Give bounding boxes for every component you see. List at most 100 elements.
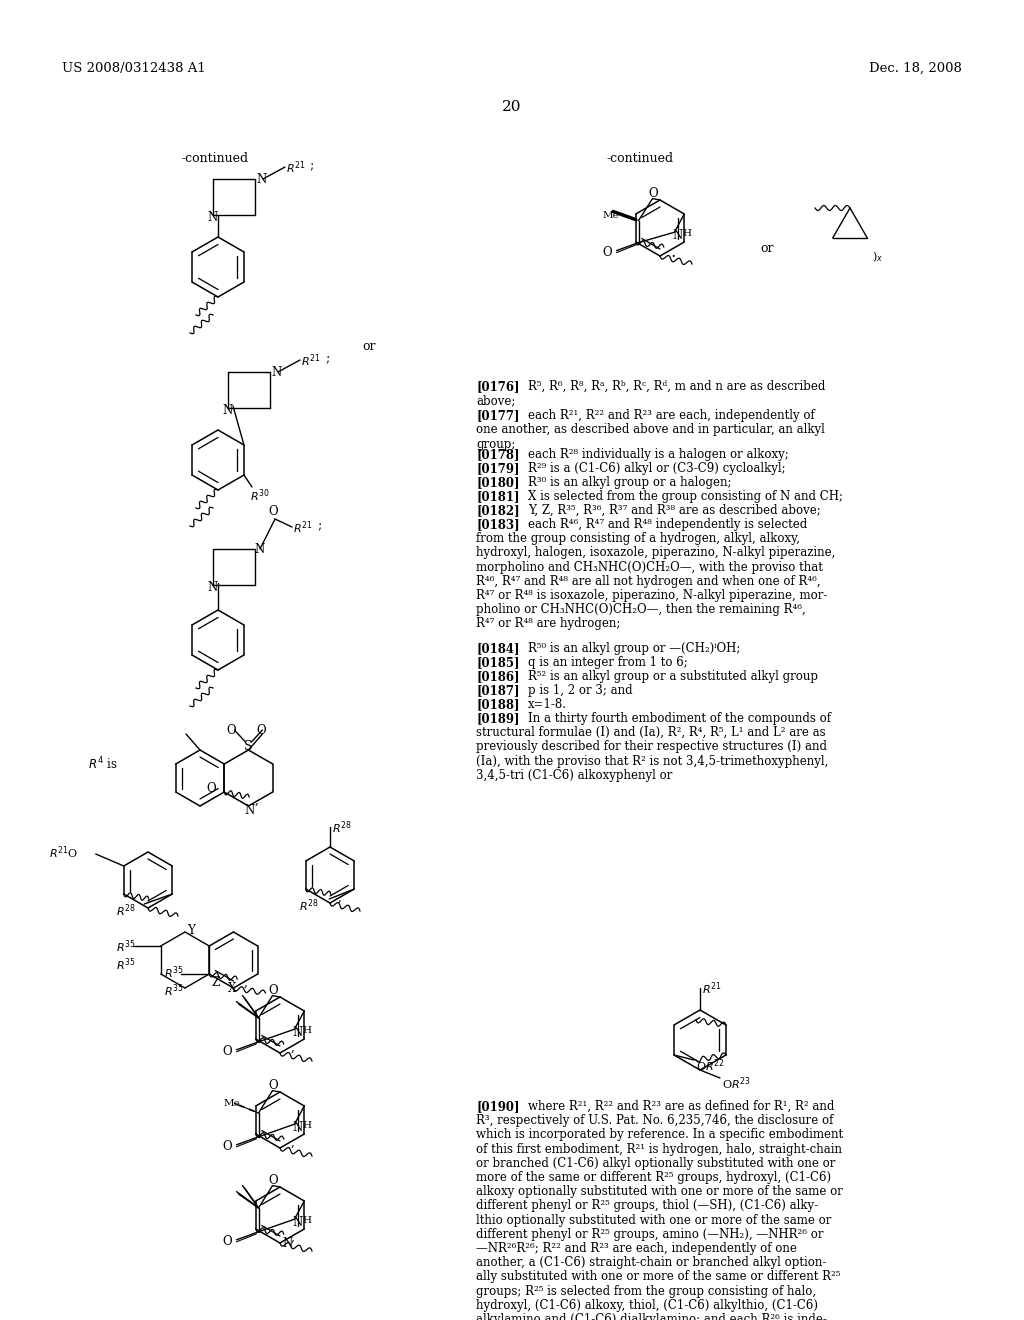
Text: different phenyl or R²⁵ groups, amino (—NH₂), —NHR²⁶ or: different phenyl or R²⁵ groups, amino (—… (476, 1228, 823, 1241)
Text: ,: , (291, 1137, 295, 1148)
Text: Y: Y (187, 924, 195, 937)
Text: O$R^{22}$: O$R^{22}$ (696, 1057, 725, 1073)
Text: .: . (671, 244, 676, 261)
Text: ,: , (243, 975, 247, 989)
Text: H: H (302, 1216, 311, 1225)
Text: O: O (207, 781, 216, 795)
Text: 20: 20 (502, 100, 522, 114)
Text: alkylamino and (C1-C6) dialkylamino; and each R²⁶ is inde-: alkylamino and (C1-C6) dialkylamino; and… (476, 1313, 826, 1320)
Text: O: O (256, 723, 266, 737)
Text: -continued: -continued (606, 152, 674, 165)
Text: x=1-8.: x=1-8. (528, 698, 567, 711)
Text: R⁴⁷ or R⁴⁸ are hydrogen;: R⁴⁷ or R⁴⁸ are hydrogen; (476, 618, 621, 631)
Text: N: N (293, 1026, 303, 1039)
Text: 3,4,5-tri (C1-C6) alkoxyphenyl or: 3,4,5-tri (C1-C6) alkoxyphenyl or (476, 768, 673, 781)
Text: ally substituted with one or more of the same or different R²⁵: ally substituted with one or more of the… (476, 1270, 841, 1283)
Text: [0188]: [0188] (476, 698, 519, 711)
Text: $R^{21}$: $R^{21}$ (702, 979, 722, 997)
Text: morpholino and CH₃NHC(O)CH₂O—, with the proviso that: morpholino and CH₃NHC(O)CH₂O—, with the … (476, 561, 823, 574)
Text: Me: Me (223, 1100, 241, 1107)
Text: hydroxyl, halogen, isoxazole, piperazino, N-alkyl piperazine,: hydroxyl, halogen, isoxazole, piperazino… (476, 546, 836, 560)
Text: group;: group; (476, 438, 515, 450)
Text: each R²⁸ individually is a halogen or alkoxy;: each R²⁸ individually is a halogen or al… (528, 447, 788, 461)
Text: N: N (293, 1216, 303, 1229)
Text: ;: ; (318, 519, 323, 532)
Text: R³, respectively of U.S. Pat. No. 6,235,746, the disclosure of: R³, respectively of U.S. Pat. No. 6,235,… (476, 1114, 834, 1127)
Text: one another, as described above and in particular, an alkyl: one another, as described above and in p… (476, 424, 825, 437)
Text: each R²¹, R²² and R²³ are each, independently of: each R²¹, R²² and R²³ are each, independ… (528, 409, 815, 422)
Text: O: O (268, 1078, 279, 1092)
Text: $R^{35}$: $R^{35}$ (164, 982, 184, 999)
Text: above;: above; (476, 395, 515, 407)
Text: N: N (254, 543, 264, 556)
Text: [0187]: [0187] (476, 684, 519, 697)
Text: Me: Me (602, 211, 620, 219)
Text: X: X (227, 982, 236, 995)
Text: Z: Z (211, 975, 219, 989)
Text: another, a (C1-C6) straight-chain or branched alkyl option-: another, a (C1-C6) straight-chain or bra… (476, 1257, 826, 1270)
Text: $)_x$: $)_x$ (872, 249, 883, 264)
Text: of this first embodiment, R²¹ is hydrogen, halo, straight-chain: of this first embodiment, R²¹ is hydroge… (476, 1143, 842, 1155)
Text: $R^{28}$: $R^{28}$ (299, 898, 319, 913)
Text: Dec. 18, 2008: Dec. 18, 2008 (869, 62, 962, 75)
Text: O: O (268, 983, 279, 997)
Text: [0176]: [0176] (476, 380, 519, 393)
Text: O: O (222, 1045, 232, 1057)
Text: (Ia), with the proviso that R² is not 3,4,5-trimethoxyphenyl,: (Ia), with the proviso that R² is not 3,… (476, 755, 828, 768)
Text: or: or (362, 341, 376, 352)
Text: H: H (302, 1121, 311, 1130)
Text: O$R^{23}$: O$R^{23}$ (722, 1074, 751, 1092)
Text: N: N (222, 404, 232, 417)
Text: R³⁰ is an alkyl group or a halogen;: R³⁰ is an alkyl group or a halogen; (528, 477, 731, 488)
Text: [0186]: [0186] (476, 671, 519, 682)
Text: different phenyl or R²⁵ groups, thiol (—SH), (C1-C6) alky-: different phenyl or R²⁵ groups, thiol (—… (476, 1200, 818, 1212)
Text: [0179]: [0179] (476, 462, 519, 475)
Text: N: N (207, 581, 217, 594)
Text: X is selected from the group consisting of N and CH;: X is selected from the group consisting … (528, 490, 843, 503)
Text: $R^{21}$: $R^{21}$ (286, 158, 306, 176)
Text: [0190]: [0190] (476, 1100, 519, 1113)
Text: O: O (226, 723, 237, 737)
Text: $R^{35}$: $R^{35}$ (116, 956, 135, 973)
Text: [0184]: [0184] (476, 642, 519, 655)
Text: [0178]: [0178] (476, 447, 519, 461)
Text: [0177]: [0177] (476, 409, 519, 422)
Text: lthio optionally substituted with one or more of the same or: lthio optionally substituted with one or… (476, 1213, 831, 1226)
Text: $R^{28}$: $R^{28}$ (332, 818, 352, 836)
Text: N: N (271, 366, 282, 379)
Text: S: S (245, 741, 253, 752)
Text: N: N (256, 173, 266, 186)
Text: N: N (207, 211, 217, 224)
Text: Y, Z, R³⁵, R³⁶, R³⁷ and R³⁸ are as described above;: Y, Z, R³⁵, R³⁶, R³⁷ and R³⁸ are as descr… (528, 504, 821, 517)
Text: N: N (293, 1121, 303, 1134)
Text: —NR²⁶R²⁶; R²² and R²³ are each, independently of one: —NR²⁶R²⁶; R²² and R²³ are each, independ… (476, 1242, 797, 1255)
Text: $R^{30}$: $R^{30}$ (250, 487, 269, 504)
Text: ,: , (254, 795, 258, 807)
Text: $R^{28}$: $R^{28}$ (117, 902, 136, 919)
Text: $R^{21}$: $R^{21}$ (293, 519, 312, 536)
Text: ,: , (338, 891, 342, 904)
Text: O: O (602, 246, 612, 259)
Text: which is incorporated by reference. In a specific embodiment: which is incorporated by reference. In a… (476, 1129, 843, 1142)
Text: O: O (648, 186, 658, 199)
Text: [0185]: [0185] (476, 656, 519, 669)
Text: previously described for their respective structures (I) and: previously described for their respectiv… (476, 741, 827, 754)
Text: N: N (673, 230, 683, 242)
Text: [0189]: [0189] (476, 711, 519, 725)
Text: H: H (682, 230, 691, 238)
Text: where R²¹, R²² and R²³ are as defined for R¹, R² and: where R²¹, R²² and R²³ are as defined fo… (528, 1100, 835, 1113)
Text: N: N (245, 804, 255, 817)
Text: [0180]: [0180] (476, 477, 519, 488)
Text: structural formulae (I) and (Ia), R², R⁴, R⁵, L¹ and L² are as: structural formulae (I) and (Ia), R², R⁴… (476, 726, 825, 739)
Text: hydroxyl, (C1-C6) alkoxy, thiol, (C1-C6) alkylthio, (C1-C6): hydroxyl, (C1-C6) alkoxy, thiol, (C1-C6)… (476, 1299, 818, 1312)
Text: R⁵, R⁶, R⁸, Rᵃ, Rᵇ, Rᶜ, Rᵈ, m and n are as described: R⁵, R⁶, R⁸, Rᵃ, Rᵇ, Rᶜ, Rᵈ, m and n are … (528, 380, 825, 393)
Text: ,: , (291, 1232, 295, 1243)
Text: In a thirty fourth embodiment of the compounds of: In a thirty fourth embodiment of the com… (528, 711, 831, 725)
Text: ,: , (291, 1041, 295, 1053)
Text: q is an integer from 1 to 6;: q is an integer from 1 to 6; (528, 656, 688, 669)
Text: US 2008/0312438 A1: US 2008/0312438 A1 (62, 62, 206, 75)
Text: O: O (268, 506, 278, 517)
Text: $R^{21}$: $R^{21}$ (301, 352, 321, 368)
Text: H: H (302, 1026, 311, 1035)
Text: or branched (C1-C6) alkyl optionally substituted with one or: or branched (C1-C6) alkyl optionally sub… (476, 1156, 836, 1170)
